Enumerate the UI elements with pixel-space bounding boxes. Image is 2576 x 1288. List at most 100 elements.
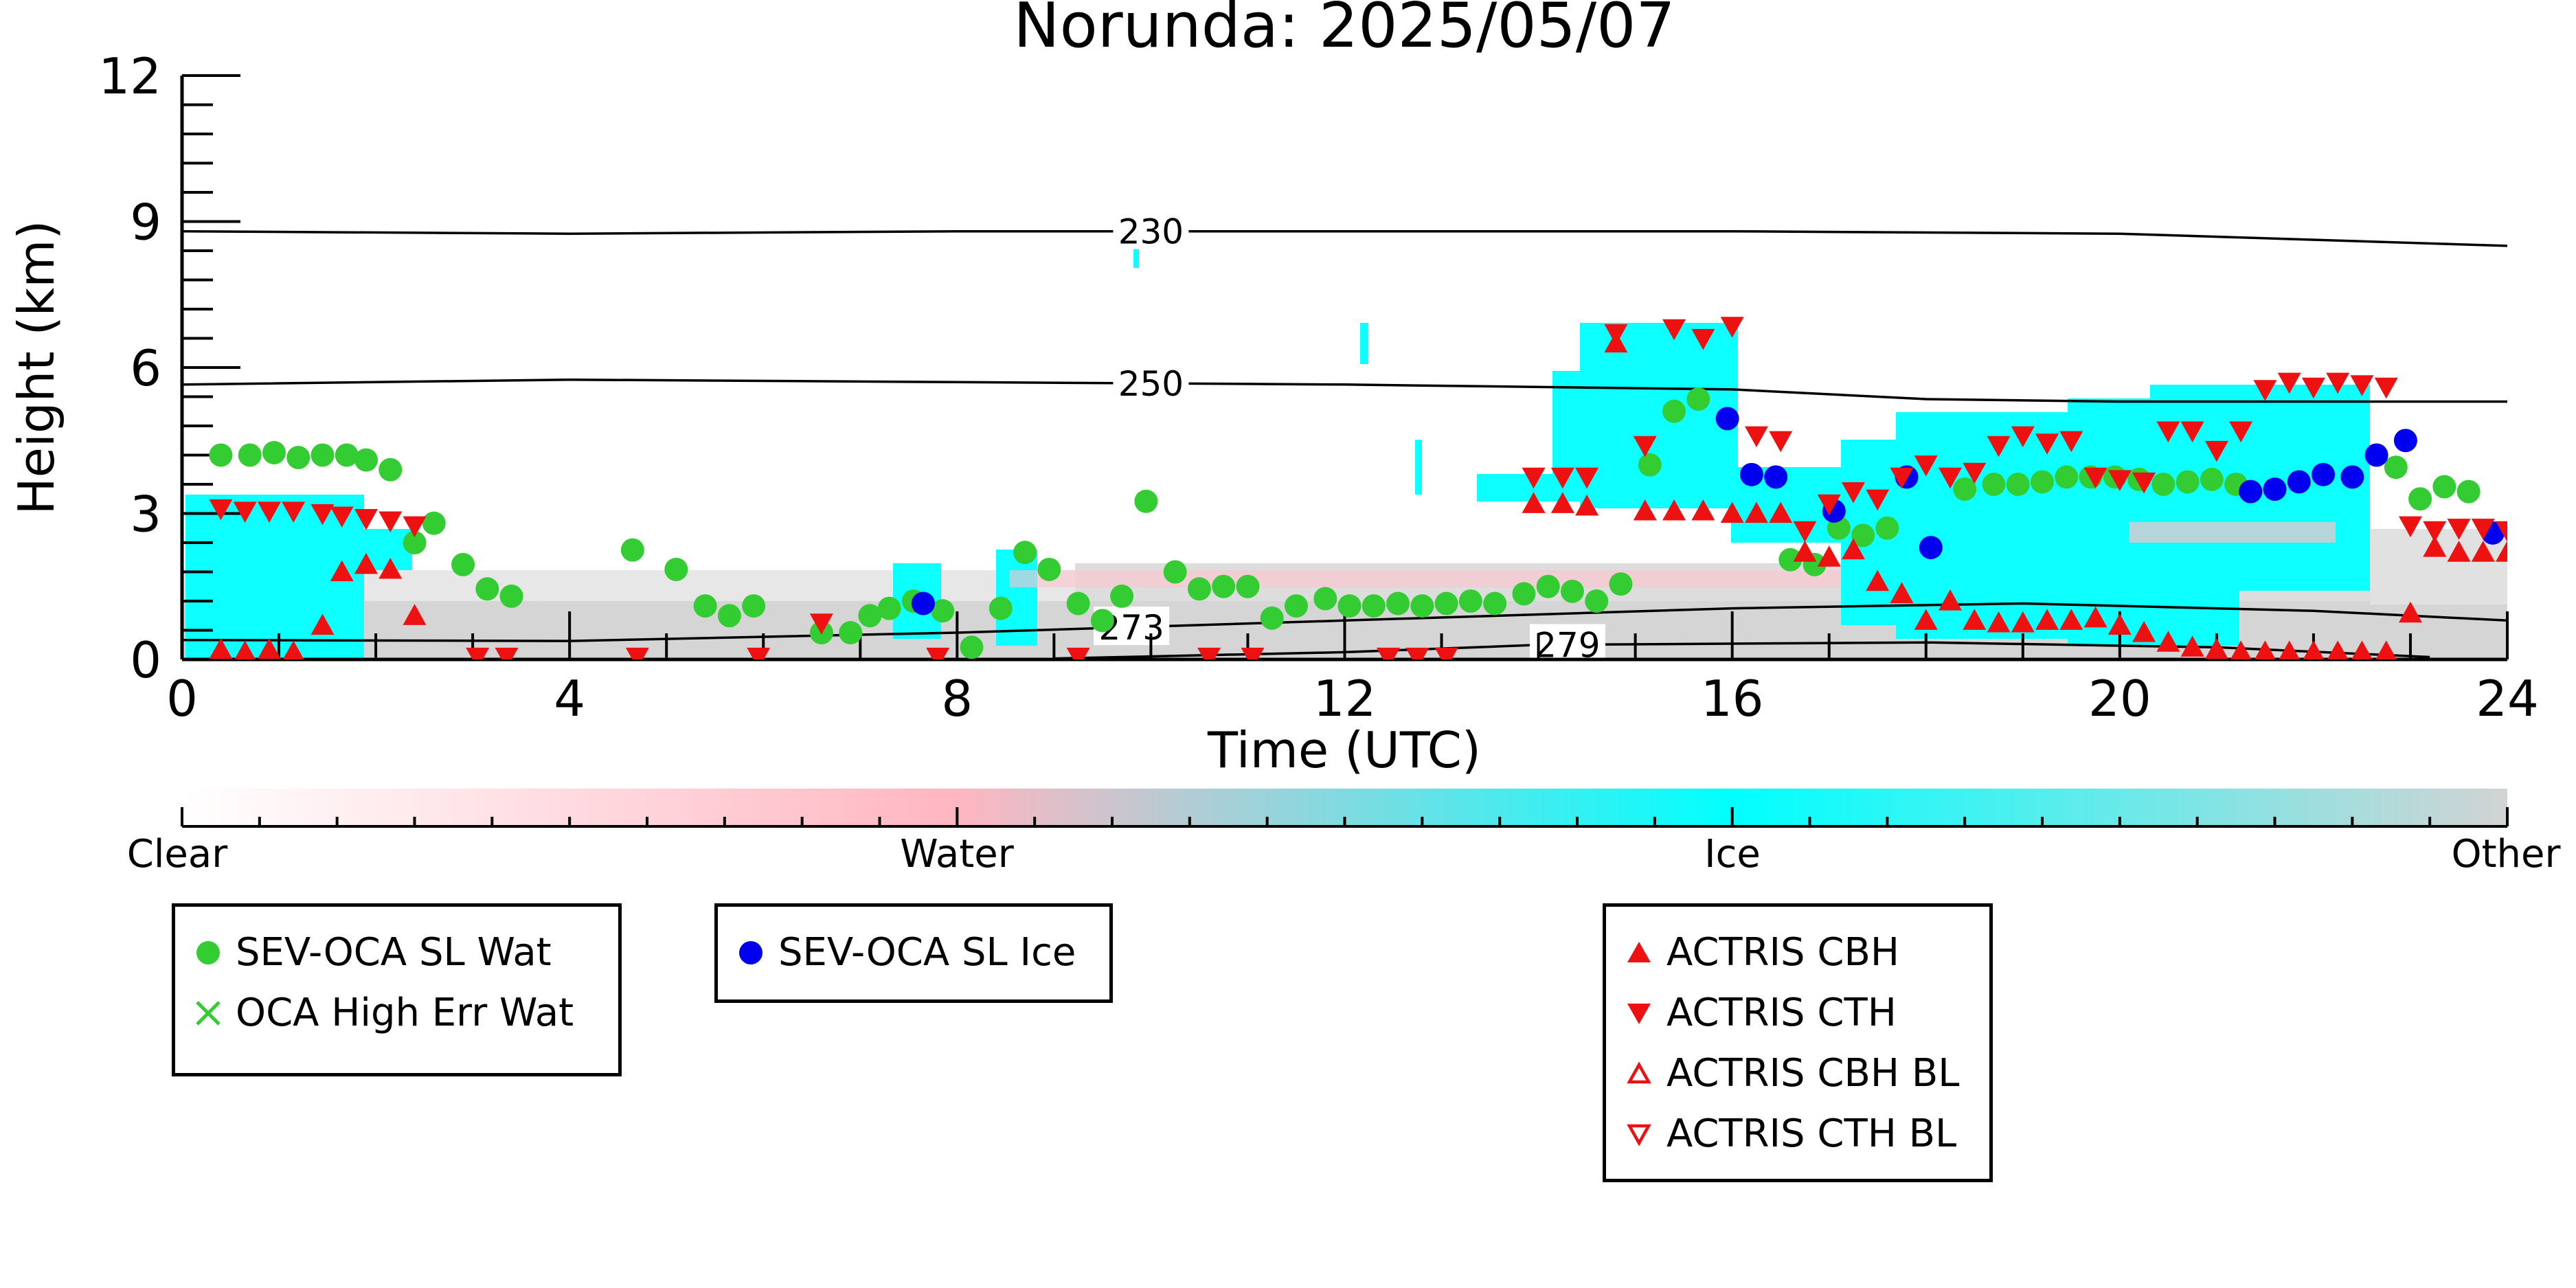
data-point — [354, 552, 378, 574]
x-axis-ticks: 0 4 8 12 16 20 24 — [166, 611, 2539, 727]
phase-curtain — [182, 227, 2507, 659]
contour-line-250 — [182, 378, 2507, 403]
data-point — [2393, 429, 2417, 453]
data-point — [1769, 501, 1793, 523]
data-point — [2423, 521, 2447, 543]
data-point — [1362, 594, 1386, 618]
data-point — [1284, 594, 1308, 618]
data-point — [2180, 635, 2204, 657]
data-point — [499, 584, 523, 608]
data-point — [1939, 467, 1963, 489]
data-point — [2083, 467, 2108, 489]
data-point — [209, 499, 233, 521]
data-point — [1212, 574, 1236, 598]
data-point — [1686, 387, 1710, 411]
data-point — [717, 604, 741, 628]
data-point — [1337, 594, 1362, 618]
contour-line-230 — [182, 229, 2507, 247]
x-tick-label: 24 — [2476, 670, 2539, 727]
phase-colorbar — [181, 789, 2509, 828]
data-point — [1851, 523, 1875, 547]
data-point — [1410, 594, 1434, 618]
data-point — [2151, 473, 2176, 496]
data-point — [931, 599, 955, 623]
data-point — [2398, 601, 2422, 623]
data-point — [310, 443, 335, 467]
data-point — [1134, 489, 1158, 513]
data-point — [1405, 647, 1430, 659]
data-point — [742, 594, 766, 618]
data-point — [1187, 577, 1211, 601]
data-markers — [209, 317, 2507, 659]
legend-water: SEV-OCA SL Wat OCA High Err Wat — [172, 903, 622, 1076]
data-point — [1963, 609, 1987, 630]
data-point — [403, 531, 427, 554]
data-point — [1662, 399, 1686, 423]
data-point — [1633, 499, 1657, 521]
data-point — [2384, 455, 2408, 479]
data-point — [2230, 640, 2252, 659]
data-point — [403, 516, 427, 538]
data-point — [379, 557, 403, 579]
data-point — [1744, 501, 1768, 523]
data-point — [1458, 589, 1482, 613]
data-point — [1197, 647, 1221, 659]
data-point — [2496, 541, 2507, 562]
data-point — [1236, 574, 1260, 598]
data-point — [451, 552, 475, 576]
data-point — [2239, 479, 2263, 504]
data-point — [1720, 501, 1744, 523]
data-point — [664, 557, 688, 581]
data-point — [2035, 433, 2059, 455]
data-point — [2496, 521, 2507, 543]
legend-item-actris-cth: ACTRIS CTH — [1624, 991, 1897, 1035]
red-triangle-up-icon — [1627, 941, 1651, 962]
data-point — [1662, 499, 1686, 521]
data-point — [2083, 606, 2108, 628]
data-point — [2156, 631, 2180, 652]
x-tick-label: 16 — [1701, 670, 1764, 727]
data-point — [809, 613, 833, 635]
data-point — [2108, 613, 2132, 635]
data-point — [1987, 611, 2011, 633]
data-point — [379, 511, 403, 533]
data-point — [2447, 519, 2471, 540]
contour-line-273 — [182, 602, 2507, 642]
data-point — [747, 647, 771, 659]
data-point — [877, 596, 901, 620]
data-point — [1691, 499, 1715, 521]
data-point — [1550, 492, 1574, 513]
data-point — [257, 501, 281, 523]
data-point — [988, 596, 1013, 620]
data-point — [1241, 647, 1265, 659]
data-point — [625, 647, 649, 659]
data-point — [2287, 470, 2311, 494]
data-point — [475, 577, 499, 601]
x-axis-label: Time (UTC) — [1207, 721, 1481, 779]
legend-label: OCA High Err Wat — [236, 991, 574, 1035]
data-point — [2301, 377, 2325, 399]
data-point — [2263, 477, 2287, 501]
data-point — [1575, 467, 1599, 489]
data-point — [1260, 606, 1284, 630]
data-point — [2312, 462, 2336, 486]
data-point — [2255, 640, 2276, 659]
data-point — [960, 635, 984, 659]
y-tick-label: 0 — [130, 631, 161, 689]
data-point — [335, 443, 359, 467]
x-tick-label: 12 — [1313, 670, 1377, 727]
contour-label-bg — [1113, 363, 1189, 402]
data-point — [2398, 516, 2422, 538]
data-point — [1585, 589, 1609, 613]
data-point — [238, 443, 262, 467]
data-point — [1793, 521, 1817, 543]
data-point — [1575, 494, 1599, 516]
data-point — [2059, 609, 2083, 630]
y-axis-ticks: 0 3 6 9 12 — [98, 47, 240, 689]
red-triangle-down-icon — [1627, 1003, 1651, 1024]
y-tick-label: 9 — [130, 194, 161, 251]
legend-label: ACTRIS CBH BL — [1667, 1051, 1960, 1096]
data-point — [1037, 557, 1061, 581]
data-point — [2055, 465, 2079, 489]
